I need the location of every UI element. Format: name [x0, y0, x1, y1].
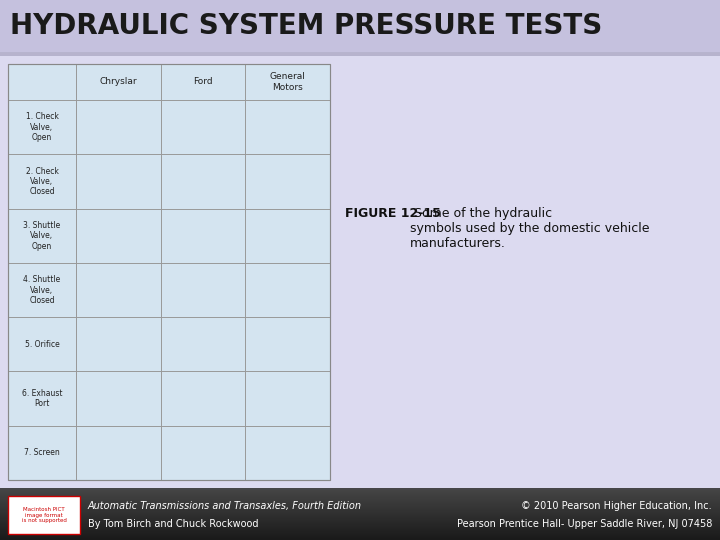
Text: 6. Exhaust
Port: 6. Exhaust Port — [22, 389, 62, 408]
Text: 2. Check
Valve,
Closed: 2. Check Valve, Closed — [26, 166, 58, 197]
Text: Some of the hydraulic
symbols used by the domestic vehicle
manufacturers.: Some of the hydraulic symbols used by th… — [410, 207, 649, 250]
Text: General
Motors: General Motors — [270, 72, 305, 92]
Text: 3. Shuttle
Valve,
Open: 3. Shuttle Valve, Open — [23, 221, 60, 251]
Text: © 2010 Pearson Higher Education, Inc.: © 2010 Pearson Higher Education, Inc. — [521, 501, 712, 511]
Text: Macintosh PICT
image format
is not supported: Macintosh PICT image format is not suppo… — [22, 507, 66, 523]
Bar — [0, 56, 720, 488]
Text: 7. Screen: 7. Screen — [24, 448, 60, 457]
Text: Pearson Prentice Hall- Upper Saddle River, NJ 07458: Pearson Prentice Hall- Upper Saddle Rive… — [456, 519, 712, 529]
Text: 5. Orifice: 5. Orifice — [24, 340, 59, 349]
Text: 1. Check
Valve,
Open: 1. Check Valve, Open — [26, 112, 58, 142]
Text: Ford: Ford — [193, 78, 213, 86]
Text: Chryslar: Chryslar — [99, 78, 137, 86]
Text: 4. Shuttle
Valve,
Closed: 4. Shuttle Valve, Closed — [23, 275, 60, 305]
Text: HYDRAULIC SYSTEM PRESSURE TESTS: HYDRAULIC SYSTEM PRESSURE TESTS — [10, 12, 602, 40]
Text: FIGURE 12-15: FIGURE 12-15 — [345, 207, 441, 220]
Text: By Tom Birch and Chuck Rockwood: By Tom Birch and Chuck Rockwood — [88, 519, 258, 529]
Bar — [8, 496, 80, 534]
Bar — [8, 64, 330, 480]
Text: Automatic Transmissions and Transaxles, Fourth Edition: Automatic Transmissions and Transaxles, … — [88, 501, 362, 511]
Bar — [0, 0, 720, 52]
Bar — [8, 64, 330, 480]
